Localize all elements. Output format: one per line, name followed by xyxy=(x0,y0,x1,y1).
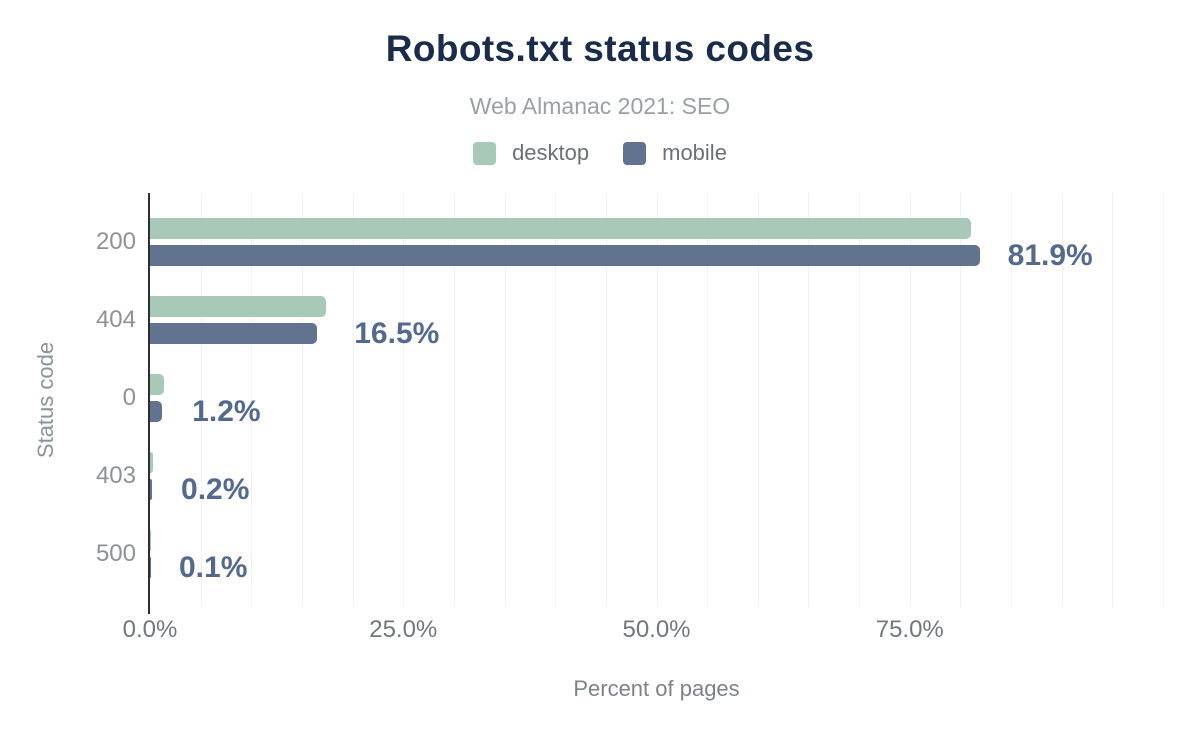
gridline xyxy=(1112,193,1114,607)
gridline xyxy=(1011,193,1013,607)
data-label: 81.9% xyxy=(1007,238,1093,272)
chart-subtitle: Web Almanac 2021: SEO xyxy=(469,93,731,119)
x-tick-label: 50.0% xyxy=(622,616,691,643)
gridline xyxy=(200,193,202,607)
gridline xyxy=(504,193,506,607)
gridline xyxy=(656,193,658,607)
y-axis-title: Status code xyxy=(33,341,58,459)
legend-item-desktop[interactable]: desktop xyxy=(473,140,589,166)
bar-mobile-200 xyxy=(150,245,980,266)
bar-pair xyxy=(150,374,1163,422)
gridline xyxy=(453,193,455,607)
bar-pair xyxy=(150,530,1163,578)
x-tick-label: 25.0% xyxy=(369,616,438,643)
bar-pair xyxy=(150,452,1163,500)
gridline xyxy=(859,193,861,607)
legend: desktop mobile xyxy=(0,140,1200,166)
bar-desktop-200 xyxy=(150,218,971,239)
bar-desktop-500 xyxy=(150,530,151,551)
legend-swatch-desktop xyxy=(473,141,497,165)
bar-desktop-0 xyxy=(150,374,165,395)
bar-rows: 200 81.9% 404 16.5% 0 1.2% 403 0.2% 500 0.1% xyxy=(96,203,1163,593)
chart-title: Robots.txt status codes xyxy=(385,28,815,69)
gridline xyxy=(301,193,303,607)
bar-mobile-0 xyxy=(150,401,163,422)
data-label: 1.2% xyxy=(192,394,261,428)
data-label: 0.2% xyxy=(181,472,250,506)
legend-item-mobile[interactable]: mobile xyxy=(623,140,727,166)
gridline xyxy=(757,193,759,607)
data-label: 16.5% xyxy=(354,316,440,350)
data-label: 0.1% xyxy=(179,550,248,584)
category-row-0: 0 1.2% xyxy=(123,359,1163,437)
plot-area: 200 81.9% 404 16.5% 0 1.2% 403 0.2% 500 0.1% xyxy=(96,193,1164,614)
category-label: 200 xyxy=(95,228,136,255)
category-row-404: 404 16.5% xyxy=(96,281,1163,359)
category-row-403: 403 0.2% xyxy=(96,437,1163,515)
gridline xyxy=(352,193,354,607)
category-label: 0 xyxy=(122,384,136,411)
x-tick-label: 0.0% xyxy=(122,616,178,643)
gridline xyxy=(605,193,607,607)
category-row-500: 500 0.1% xyxy=(96,515,1163,593)
gridline xyxy=(707,193,709,607)
gridline xyxy=(251,193,253,607)
gridline xyxy=(960,193,962,607)
gridline xyxy=(555,193,557,607)
bar-mobile-500 xyxy=(150,557,151,578)
gridline xyxy=(1163,193,1164,607)
x-tick-label: 75.0% xyxy=(875,616,944,643)
category-label: 404 xyxy=(95,306,136,333)
gridline xyxy=(1061,193,1063,607)
legend-label-mobile: mobile xyxy=(662,140,727,165)
x-axis-title: Percent of pages xyxy=(573,676,740,701)
legend-swatch-mobile xyxy=(623,141,647,165)
x-axis: 0.0% 25.0% 50.0% 75.0% xyxy=(123,616,1163,646)
gridline xyxy=(909,193,911,607)
bar-desktop-404 xyxy=(150,296,327,317)
y-axis-line xyxy=(148,193,150,614)
category-label: 403 xyxy=(95,462,136,489)
bar-pair xyxy=(150,296,1163,344)
legend-label-desktop: desktop xyxy=(512,140,590,165)
gridline xyxy=(808,193,810,607)
bar-mobile-403 xyxy=(150,479,153,500)
bar-mobile-404 xyxy=(150,323,318,344)
category-label: 500 xyxy=(95,540,136,567)
gridline xyxy=(403,193,405,607)
bar-pair xyxy=(150,218,1163,266)
category-row-200: 200 81.9% xyxy=(96,203,1163,281)
bar-desktop-403 xyxy=(150,452,154,473)
